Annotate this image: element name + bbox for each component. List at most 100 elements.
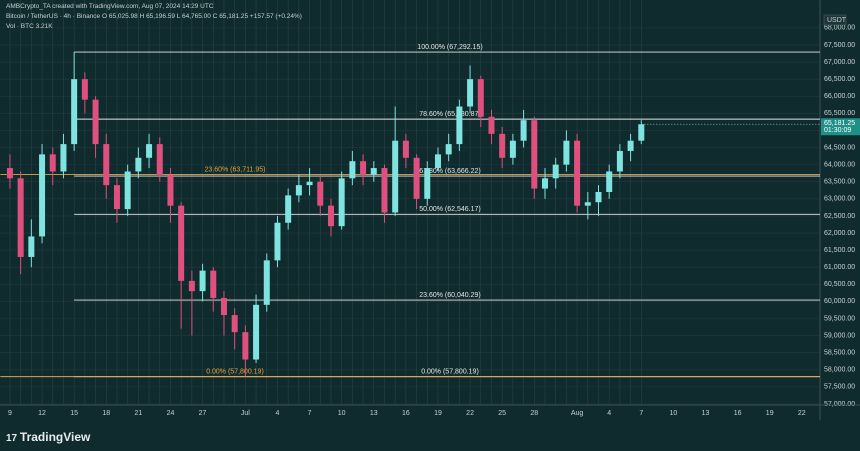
fib-label: 78.60% (65,330.87): [419, 111, 481, 118]
x-tick-label: 18: [102, 410, 110, 417]
candle-body: [392, 140, 399, 213]
candle-body: [103, 144, 110, 186]
x-tick-label: 16: [402, 410, 410, 417]
y-tick-label: 60,000.00: [824, 298, 855, 305]
candle-body: [584, 202, 591, 206]
x-tick-label: 25: [498, 410, 506, 417]
candle-body: [638, 124, 645, 141]
x-tick-label: 10: [338, 410, 346, 417]
x-tick-label: Jul: [241, 410, 250, 417]
candle-body: [231, 315, 238, 333]
candle-body: [263, 260, 270, 305]
candle-body: [327, 205, 334, 227]
candle-body: [606, 171, 613, 192]
countdown: 01:30:09: [824, 127, 851, 134]
candle-body: [274, 222, 281, 261]
candle-body: [71, 79, 78, 145]
brand-text: TradingView: [19, 430, 91, 444]
last-price-label: 65,181.25: [824, 120, 855, 127]
candle-body: [306, 181, 313, 186]
candle-body: [295, 185, 302, 196]
candle-body: [49, 154, 56, 172]
candle-body: [81, 79, 88, 100]
y-tick-label: 58,000.00: [824, 367, 855, 374]
volume-line: Vol · BTC 3.21K: [6, 23, 53, 30]
candle-body: [381, 168, 388, 213]
y-tick-label: 63,000.00: [824, 196, 855, 203]
y-tick-label: 67,500.00: [824, 42, 855, 49]
x-tick-label: 19: [434, 410, 442, 417]
x-tick-label: 12: [38, 410, 46, 417]
candle-body: [349, 161, 356, 179]
candle-body: [199, 270, 206, 292]
y-tick-label: 62,000.00: [824, 230, 855, 237]
x-tick-label: 10: [670, 410, 678, 417]
candle-body: [541, 178, 548, 189]
y-tick-label: 65,500.00: [824, 110, 855, 117]
candle-body: [520, 120, 527, 141]
candle-body: [531, 120, 538, 189]
x-tick-label: 15: [70, 410, 78, 417]
candle-body: [135, 157, 142, 172]
x-tick-label: 28: [530, 410, 538, 417]
x-tick-label: 7: [639, 410, 643, 417]
y-tick-label: 62,500.00: [824, 213, 855, 220]
x-tick-label: 27: [199, 410, 207, 417]
candle-body: [210, 270, 217, 298]
brand: 17 TradingView: [6, 430, 91, 444]
candle-body: [477, 79, 484, 117]
candle-body: [488, 116, 495, 134]
candle-body: [92, 99, 99, 145]
author-line: AMBCrypto_TA created with TradingView.co…: [6, 3, 214, 10]
currency-box: [823, 14, 847, 26]
y-tick-label: 61,500.00: [824, 247, 855, 254]
candle-body: [317, 181, 324, 206]
x-tick-label: 4: [607, 410, 611, 417]
candle-body: [220, 297, 227, 316]
candle-body: [39, 154, 46, 237]
fib-label: 61.80% (63,666.22): [419, 168, 481, 175]
y-tick-label: 57,500.00: [824, 384, 855, 391]
x-tick-label: 19: [766, 410, 774, 417]
candle-body: [445, 144, 452, 155]
candle-body: [188, 280, 195, 292]
y-tick-label: 66,500.00: [824, 76, 855, 83]
candle-body: [156, 144, 163, 175]
y-tick-label: 64,000.00: [824, 161, 855, 168]
x-tick-label: 21: [134, 410, 142, 417]
candle-body: [574, 140, 581, 206]
candle-body: [499, 133, 506, 158]
candle-body: [253, 304, 260, 360]
candle-body: [178, 205, 185, 281]
x-tick-label: 9: [8, 410, 12, 417]
candle-body: [467, 79, 474, 107]
candle-body: [402, 140, 409, 158]
candle-body: [167, 174, 174, 206]
y-tick-label: 60,500.00: [824, 281, 855, 288]
candle-body: [60, 144, 67, 172]
x-tick-label: 24: [167, 410, 175, 417]
candle-body: [509, 140, 516, 158]
fib-label: 50.00% (62,546.17): [419, 206, 481, 213]
x-tick-label: 4: [276, 410, 280, 417]
y-tick-label: 66,000.00: [824, 93, 855, 100]
y-tick-label: 61,000.00: [824, 264, 855, 271]
candle-body: [285, 195, 292, 223]
fib-label: 0.00% (57,800.19): [206, 368, 264, 375]
x-tick-label: 13: [370, 410, 378, 417]
fib-label: 0.00% (57,800.19): [421, 368, 479, 375]
x-tick-label: 22: [798, 410, 806, 417]
x-tick-label: 22: [466, 410, 474, 417]
candle-body: [434, 154, 441, 169]
candle-body: [424, 168, 431, 199]
candle-body: [563, 140, 570, 165]
x-tick-label: 13: [702, 410, 710, 417]
candle-body: [338, 178, 345, 227]
fib-label: 100.00% (67,292.15): [417, 44, 482, 51]
symbol-line: Bitcoin / TetherUS · 4h · Binance O 65,0…: [6, 13, 302, 20]
y-tick-label: 59,500.00: [824, 315, 855, 322]
candle-body: [28, 236, 35, 257]
candle-body: [360, 161, 367, 175]
